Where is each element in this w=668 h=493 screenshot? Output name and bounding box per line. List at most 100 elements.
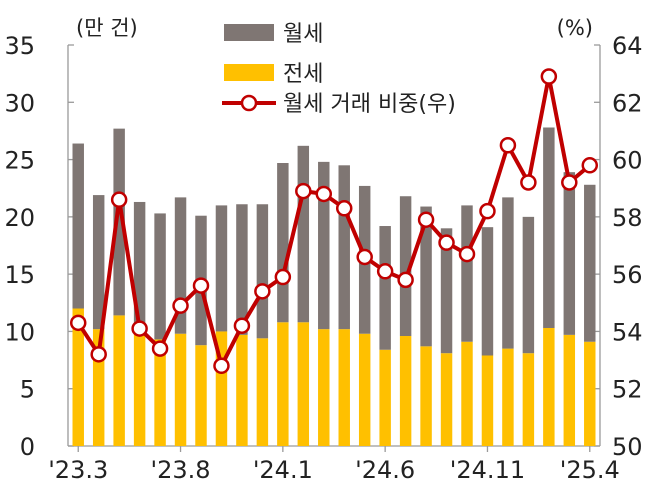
share-point	[110, 191, 128, 208]
bar-monthly-rent	[297, 145, 310, 323]
bar-jeonse	[502, 348, 514, 446]
bar-monthly-rent	[440, 228, 453, 354]
share-point	[254, 283, 271, 300]
bar-jeonse	[399, 336, 412, 446]
bar-jeonse	[338, 329, 350, 446]
right-tick-label: 60	[612, 147, 643, 175]
share-point	[90, 346, 107, 363]
bar-monthly-rent	[399, 196, 412, 337]
bar-jeonse	[543, 327, 555, 446]
bar-monthly-rent	[563, 172, 576, 335]
bar-monthly-rent	[256, 204, 269, 339]
x-tick-label: '24.6	[355, 456, 415, 484]
left-tick-label: 20	[4, 204, 35, 232]
x-tick-label: '25.4	[560, 456, 620, 484]
share-point	[295, 182, 312, 200]
share-point	[581, 157, 599, 174]
bar-jeonse	[113, 315, 125, 446]
share-point	[69, 314, 87, 332]
x-tick-label: '23.3	[48, 456, 108, 484]
bar-jeonse	[92, 329, 105, 446]
bar-jeonse	[297, 322, 310, 446]
bar-monthly-rent	[543, 127, 555, 328]
share-point	[192, 277, 210, 294]
share-point	[499, 137, 517, 154]
left-axis-ticks: 0 5 10 15 20 25 30 35	[4, 32, 74, 461]
bar-monthly-rent	[584, 184, 596, 342]
right-tick-label: 62	[612, 89, 643, 117]
share-point	[213, 357, 230, 375]
right-tick-label: 64	[612, 32, 643, 60]
bar-jeonse	[277, 322, 289, 446]
right-tick-label: 50	[612, 433, 643, 461]
bar-monthly-rent	[154, 213, 166, 340]
share-point	[438, 234, 455, 251]
share-point	[151, 340, 169, 357]
right-axis-ticks: 50 52 54 56 58 60 62 64	[594, 32, 643, 461]
legend-marker-share	[240, 94, 258, 112]
bar-jeonse	[584, 341, 596, 446]
line-series	[69, 68, 599, 375]
legend-swatch-jeonse	[224, 64, 274, 81]
bar-jeonse	[133, 332, 146, 446]
bar-jeonse	[461, 341, 473, 446]
share-point	[131, 320, 148, 337]
bar-jeonse	[318, 329, 330, 446]
bar-monthly-rent	[92, 195, 105, 330]
share-point	[520, 174, 537, 191]
legend-label-monthly-rent: 월세	[283, 22, 323, 47]
bar-monthly-rent	[318, 161, 330, 330]
right-tick-label: 56	[612, 261, 643, 289]
share-point	[335, 200, 353, 217]
bar-jeonse	[236, 334, 248, 446]
left-tick-label: 5	[20, 376, 35, 404]
right-tick-label: 58	[612, 204, 643, 232]
bar-monthly-rent	[461, 205, 473, 342]
left-tick-label: 30	[4, 89, 35, 117]
share-point	[233, 317, 251, 334]
bar-monthly-rent	[174, 197, 187, 334]
share-point	[397, 271, 414, 289]
left-tick-label: 15	[4, 261, 35, 289]
legend: 월세 전세 월세 거래 비중(우)	[222, 22, 456, 117]
right-tick-label: 52	[612, 376, 643, 404]
legend-label-jeonse: 전세	[283, 62, 323, 87]
x-tick-label: '24.1	[253, 456, 313, 484]
right-tick-label: 54	[612, 318, 643, 346]
bar-monthly-rent	[420, 206, 432, 347]
share-point	[417, 211, 435, 228]
bar-monthly-rent	[277, 163, 289, 323]
bar-monthly-rent	[481, 227, 494, 356]
x-tick-label: '23.8	[151, 456, 211, 484]
bar-jeonse	[420, 346, 432, 446]
bar-jeonse	[481, 355, 494, 446]
left-tick-label: 25	[4, 147, 35, 175]
bar-jeonse	[440, 353, 453, 446]
bar-jeonse	[563, 334, 576, 446]
bar-jeonse	[195, 345, 207, 446]
bar-jeonse	[358, 333, 371, 446]
share-point	[356, 248, 373, 266]
bar-monthly-rent	[113, 128, 125, 316]
bar-monthly-rent	[502, 197, 514, 349]
bar-jeonse	[72, 308, 84, 446]
x-tick-label: '24.11	[450, 456, 525, 484]
left-tick-label: 0	[20, 433, 35, 461]
bar-jeonse	[256, 338, 269, 446]
bar-monthly-rent	[72, 143, 84, 309]
share-point	[479, 202, 496, 220]
bar-monthly-rent	[133, 201, 146, 333]
bar-monthly-rent	[379, 226, 391, 350]
legend-label-share: 월세 거래 비중(우)	[283, 92, 456, 117]
share-point	[172, 297, 189, 314]
share-point	[315, 185, 333, 203]
bar-monthly-rent	[522, 216, 535, 354]
bar-jeonse	[154, 339, 166, 446]
bar-jeonse	[174, 333, 187, 446]
right-axis-unit: (%)	[557, 16, 593, 40]
share-point	[540, 68, 558, 85]
bar-monthly-rent	[215, 205, 228, 332]
bar-monthly-rent	[236, 204, 248, 335]
bar-jeonse	[215, 331, 228, 446]
